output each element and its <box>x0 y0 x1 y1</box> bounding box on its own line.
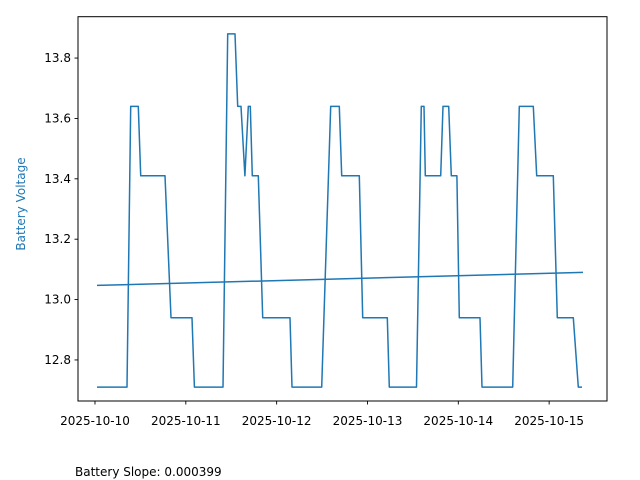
y-tick-label: 13.8 <box>44 51 71 65</box>
x-tick-label: 2025-10-11 <box>151 414 221 428</box>
x-tick-label: 2025-10-15 <box>514 414 584 428</box>
trend-line <box>96 271 584 287</box>
axes-frame <box>77 16 608 402</box>
y-tick-label: 13.4 <box>44 172 71 186</box>
x-tick-label: 2025-10-10 <box>60 414 130 428</box>
x-tick-label: 2025-10-12 <box>242 414 312 428</box>
stat-slope-text: Battery Slope: 0.000399 <box>75 465 222 479</box>
y-tick-label: 13.2 <box>44 232 71 246</box>
y-tick-label: 13.0 <box>44 293 71 307</box>
x-tick-label: 2025-10-14 <box>423 414 493 428</box>
y-tick-label: 12.8 <box>44 353 71 367</box>
y-tick-label: 13.6 <box>44 111 71 125</box>
stats-footer: Battery Slope: 0.000399 Battery Min: 12.… <box>75 431 326 480</box>
x-tick-label: 2025-10-13 <box>333 414 403 428</box>
y-axis-title: Battery Voltage <box>14 157 28 251</box>
battery-voltage <box>97 33 582 388</box>
